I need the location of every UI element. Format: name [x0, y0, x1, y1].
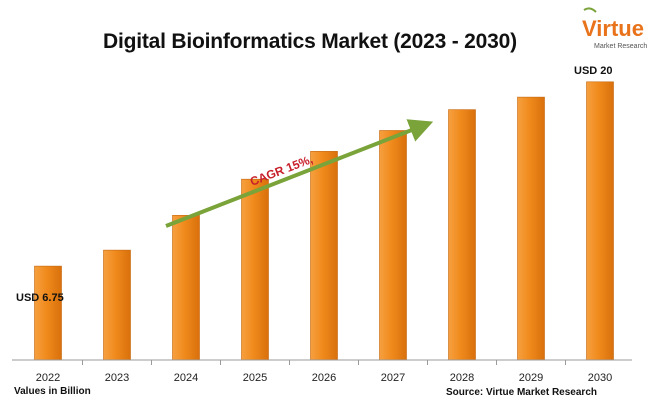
virtue-logo: Virtue Market Research	[582, 7, 647, 50]
bar-2022	[34, 265, 62, 361]
x-tick-label-2023: 2023	[105, 372, 129, 384]
logo-subtitle: Market Research	[594, 43, 647, 50]
bar-2024	[172, 215, 200, 361]
bar-2027	[379, 130, 407, 361]
source-note: Source: Virtue Market Research	[446, 387, 597, 398]
logo-word: Virtue	[582, 16, 644, 41]
bar-group	[34, 81, 614, 361]
bar-2028	[448, 109, 476, 361]
x-tick-label-2029: 2029	[519, 372, 543, 384]
units-note: Values in Billion	[14, 386, 91, 397]
bar-2025	[241, 178, 269, 361]
logo-swoosh-icon	[583, 7, 597, 13]
bar-2026	[310, 151, 338, 361]
bar-2029	[517, 96, 545, 361]
x-tick-label-2026: 2026	[312, 372, 336, 384]
x-tick-label-2022: 2022	[36, 372, 60, 384]
bar-2030	[586, 81, 614, 361]
x-tick-label-2024: 2024	[174, 372, 198, 384]
x-tick-label-2025: 2025	[243, 372, 267, 384]
bar-2023	[103, 249, 131, 361]
cagr-arrow	[165, 119, 434, 228]
x-label-group: 2022 2023 2024 2025 2026 2027 2028 2029 2030	[36, 372, 612, 384]
x-tick-label-2027: 2027	[381, 372, 405, 384]
chart-title: Digital Bioinformatics Market (2023 - 20…	[103, 30, 517, 53]
data-label-last: USD 20	[574, 65, 613, 77]
x-tick-label-2028: 2028	[450, 372, 474, 384]
x-tick-group	[82, 360, 566, 365]
data-label-first: USD 6.75	[16, 292, 64, 304]
x-tick-label-2030: 2030	[588, 372, 612, 384]
